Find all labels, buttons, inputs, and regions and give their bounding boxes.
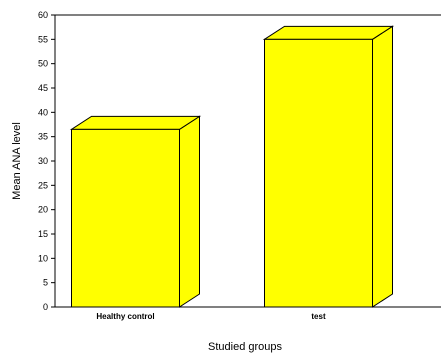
x-axis-tick-labels: Healthy control test <box>96 312 326 321</box>
x-tick-label: test <box>311 312 326 321</box>
bar-healthy-control <box>69 115 202 308</box>
bar-test <box>262 25 395 308</box>
y-axis-ticks: 0 5 10 15 20 25 30 35 40 45 50 55 60 <box>38 10 55 312</box>
y-tick-label: 20 <box>38 205 48 215</box>
y-tick-label: 55 <box>38 34 48 44</box>
bar-front-face <box>71 128 180 308</box>
y-tick-label: 35 <box>38 132 48 142</box>
bar-top-face <box>262 25 395 40</box>
bar-side-face <box>179 115 200 308</box>
bar-side-face <box>372 25 393 308</box>
y-tick-label: 5 <box>43 278 48 288</box>
x-axis-title: Studied groups <box>208 341 282 353</box>
y-tick-label: 45 <box>38 83 48 93</box>
bar-front-face <box>264 38 373 308</box>
bar-top-face <box>69 115 202 130</box>
x-tick-label: Healthy control <box>96 312 154 321</box>
bars <box>69 25 395 308</box>
y-axis-title: Mean ANA level <box>11 122 23 200</box>
y-tick-label: 40 <box>38 107 48 117</box>
y-tick-label: 25 <box>38 180 48 190</box>
y-tick-label: 15 <box>38 229 48 239</box>
y-tick-label: 50 <box>38 59 48 69</box>
y-tick-label: 60 <box>38 10 48 20</box>
y-tick-label: 30 <box>38 156 48 166</box>
y-tick-label: 10 <box>38 253 48 263</box>
y-tick-label: 0 <box>43 302 48 312</box>
